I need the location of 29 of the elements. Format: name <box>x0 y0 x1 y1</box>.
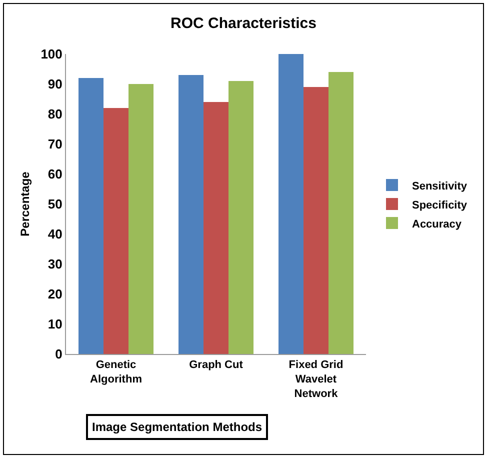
bar <box>204 102 228 354</box>
y-tick-label: 60 <box>48 166 62 182</box>
y-tick-label: 70 <box>48 136 62 152</box>
bar <box>304 87 328 354</box>
bar <box>128 84 154 354</box>
legend-label: Sensitivity <box>412 180 468 192</box>
bar <box>178 75 204 354</box>
bar <box>228 81 254 354</box>
y-tick-label: 30 <box>48 256 62 272</box>
y-tick-label: 80 <box>48 106 62 122</box>
legend-label: Accuracy <box>412 218 462 230</box>
x-tick-label: Graph Cut <box>189 359 244 372</box>
y-tick-label: 100 <box>40 46 62 62</box>
bar <box>278 54 304 354</box>
y-tick-label: 50 <box>48 196 62 212</box>
y-tick-label: 20 <box>48 286 62 302</box>
y-tick-label: 40 <box>48 226 62 242</box>
y-tick-label: 90 <box>48 76 62 92</box>
x-axis-title: Image Segmentation Methods <box>92 420 262 434</box>
chart-title: ROC Characteristics <box>170 15 316 32</box>
y-tick-label: 10 <box>48 316 62 332</box>
bar <box>78 78 104 354</box>
y-axis-title: Percentage <box>18 171 32 236</box>
y-tick-label: 0 <box>55 346 62 362</box>
bar <box>104 108 128 354</box>
bar <box>328 72 354 354</box>
x-tick-label: Fixed Grid Wavelet Network <box>288 359 344 400</box>
legend-label: Specificity <box>412 199 468 212</box>
x-tick-label: Genetic Algorithm <box>90 359 142 386</box>
